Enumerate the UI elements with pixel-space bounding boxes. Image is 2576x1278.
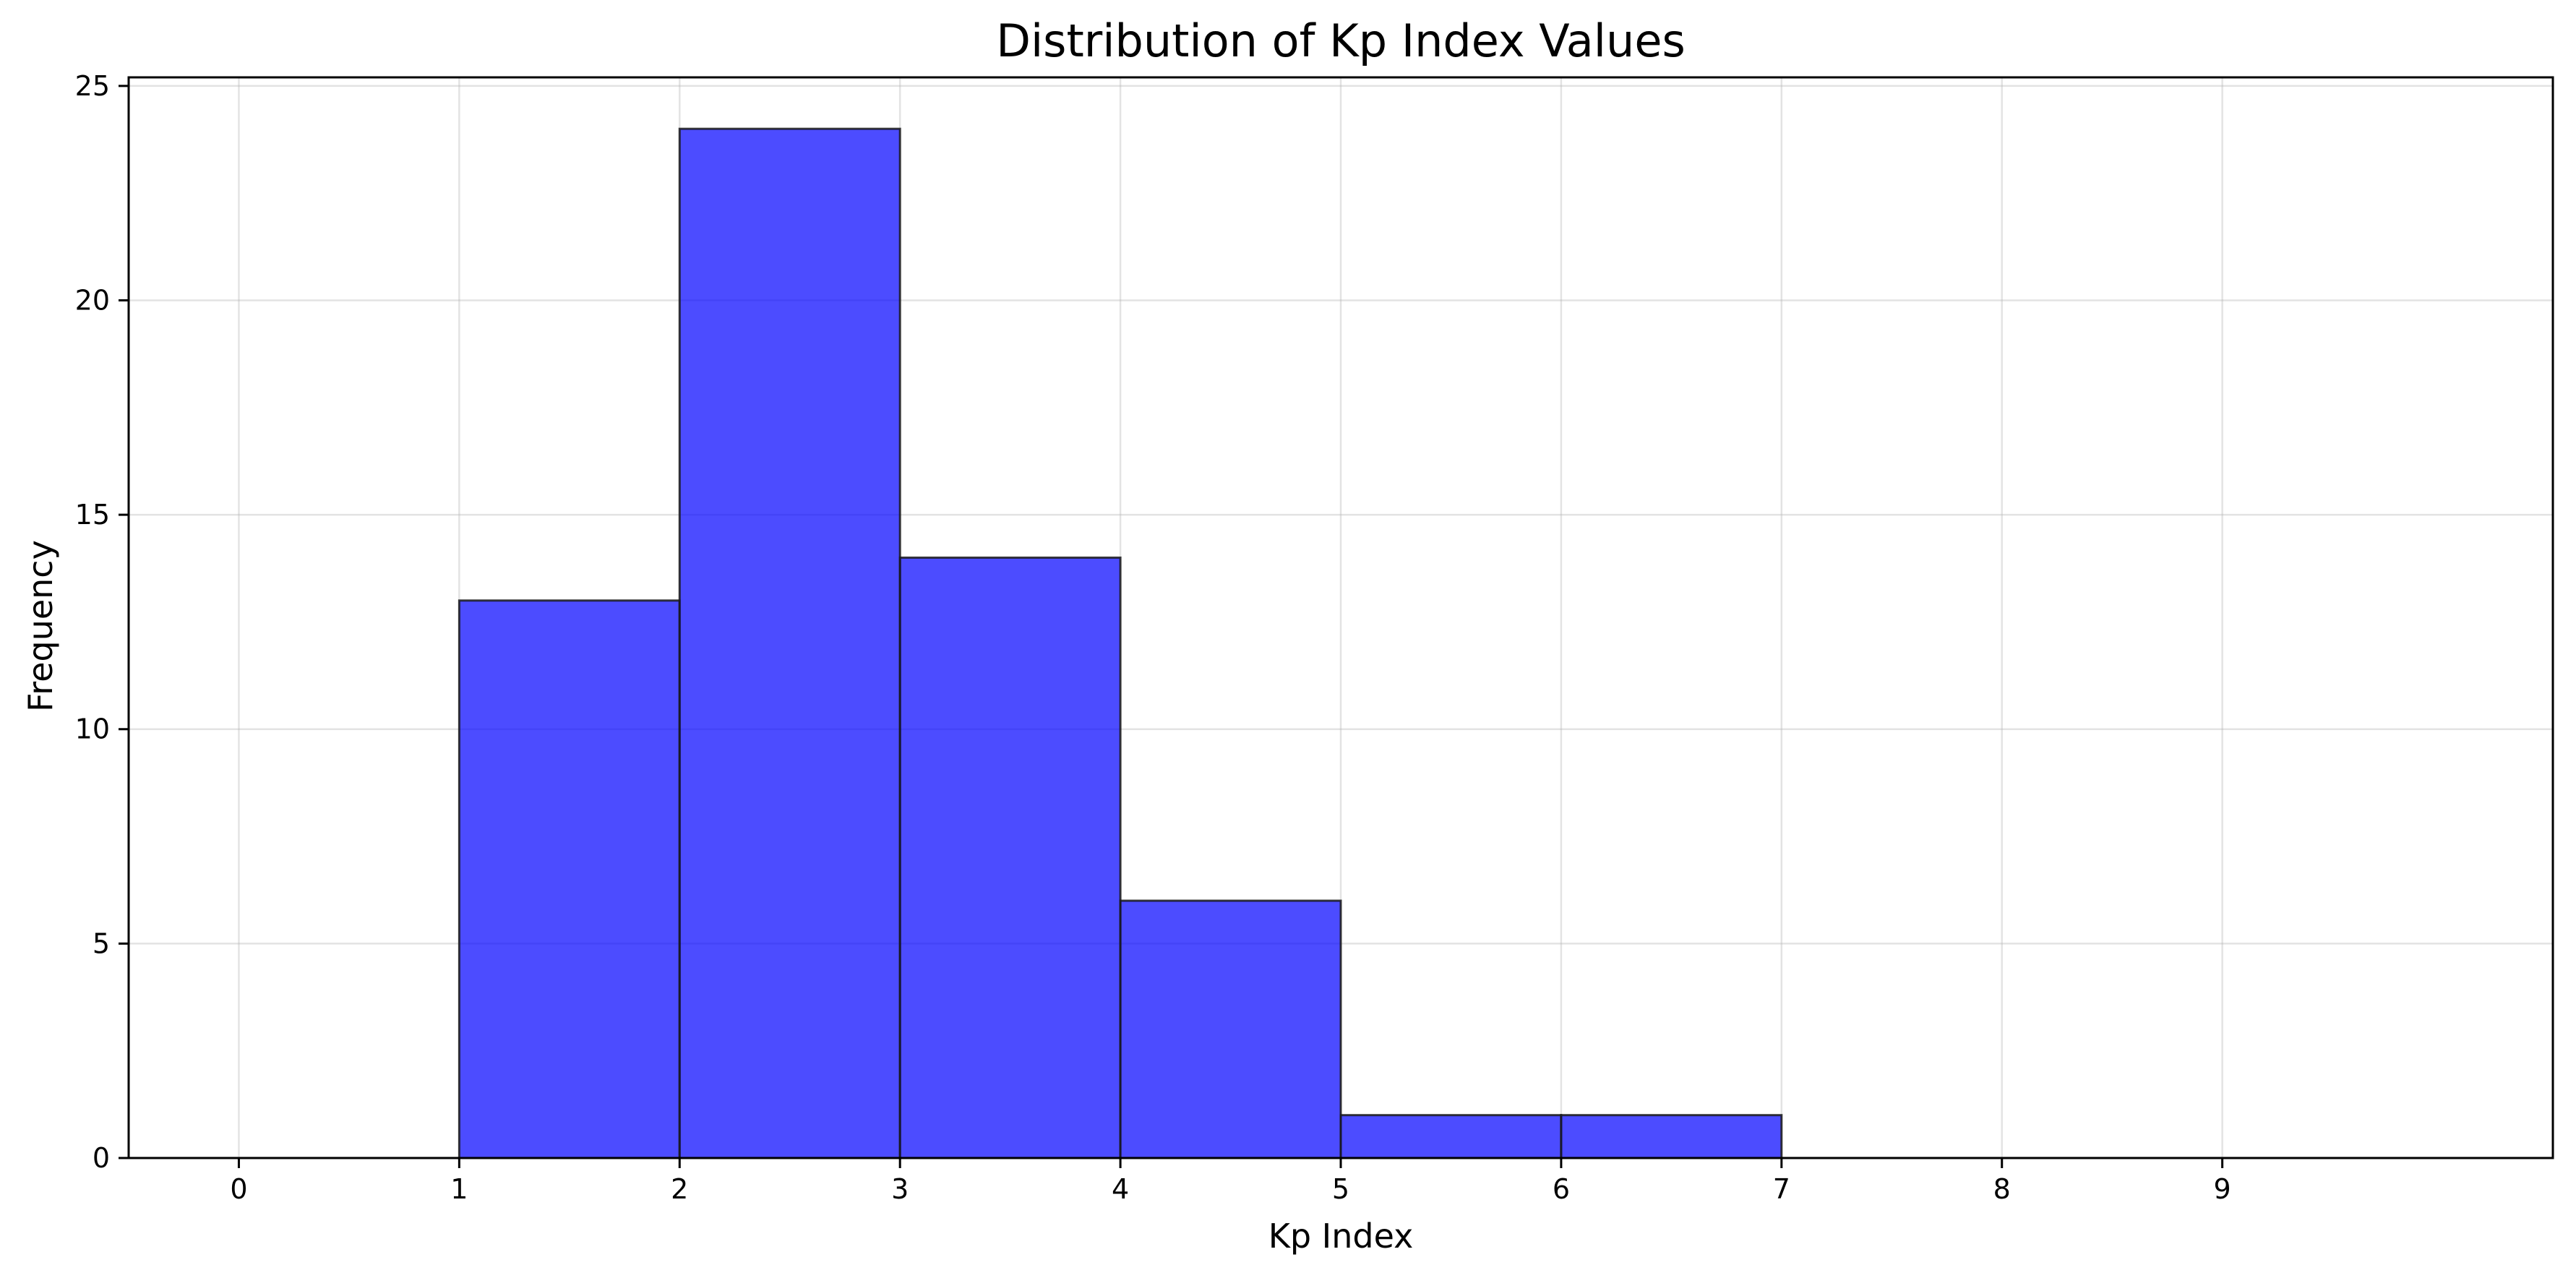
x-tick-label: 0 xyxy=(230,1173,247,1205)
x-tick-label: 5 xyxy=(1332,1173,1349,1205)
y-tick-label: 25 xyxy=(75,70,110,102)
x-axis-ticks: 0 1 2 3 4 5 6 7 8 9 xyxy=(230,1158,2231,1205)
y-tick-label: 15 xyxy=(75,499,110,531)
x-tick-label: 2 xyxy=(671,1173,688,1205)
y-tick-label: 0 xyxy=(93,1142,110,1174)
histogram-bar xyxy=(1119,899,1342,1159)
y-axis-ticks: 0 5 10 15 20 25 xyxy=(75,70,129,1174)
chart-title: Distribution of Kp Index Values xyxy=(996,14,1686,67)
x-axis-label: Kp Index xyxy=(1268,1217,1414,1256)
y-axis-label: Frequency xyxy=(21,540,60,712)
y-tick-label: 10 xyxy=(75,713,110,745)
histogram-bar xyxy=(678,127,901,1159)
x-tick-label: 3 xyxy=(891,1173,909,1205)
histogram-bars xyxy=(458,127,1783,1159)
y-tick-label: 20 xyxy=(75,284,110,316)
x-tick-label: 6 xyxy=(1553,1173,1570,1205)
x-tick-label: 7 xyxy=(1773,1173,1790,1205)
x-tick-label: 8 xyxy=(1993,1173,2011,1205)
y-tick-label: 5 xyxy=(93,927,110,959)
histogram-bar xyxy=(458,599,681,1159)
x-tick-label: 4 xyxy=(1112,1173,1129,1205)
x-tick-label: 9 xyxy=(2214,1173,2231,1205)
x-tick-label: 1 xyxy=(450,1173,468,1205)
histogram-bar xyxy=(898,556,1122,1159)
histogram-bar xyxy=(1339,1114,1563,1159)
histogram-bar xyxy=(1560,1114,1783,1159)
